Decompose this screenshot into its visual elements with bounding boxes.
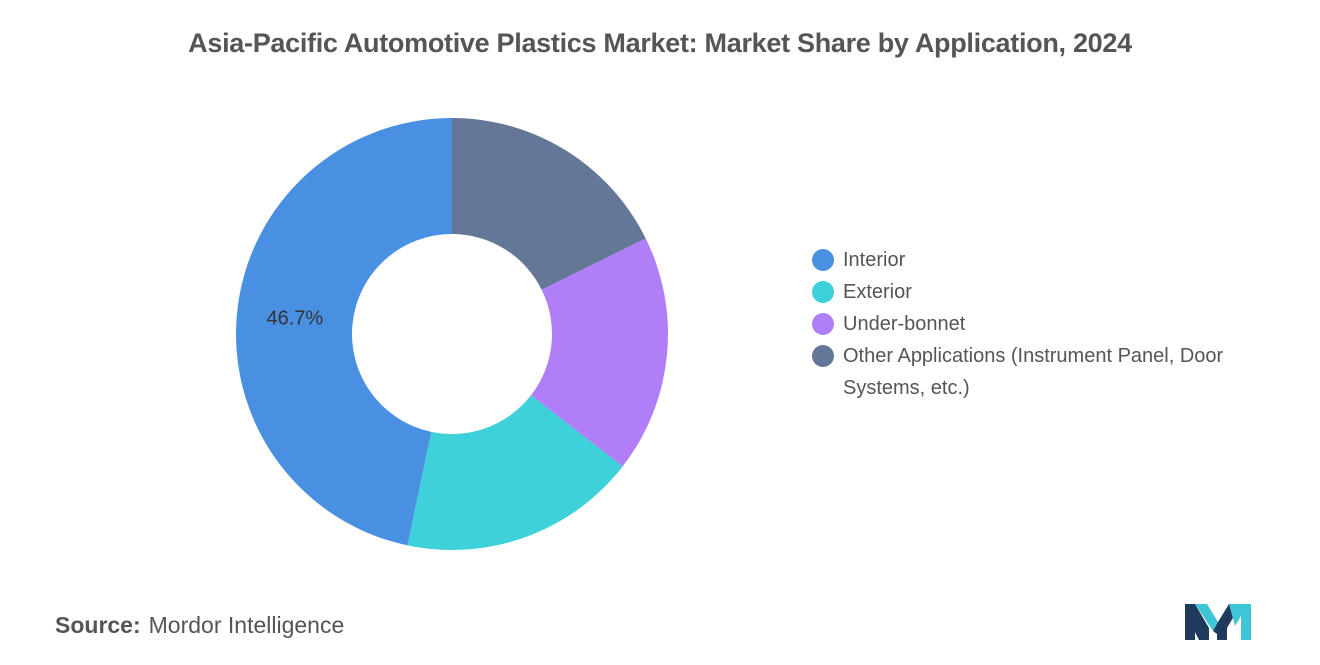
data-label-interior: 46.7% — [266, 308, 323, 330]
slice-interior — [236, 118, 452, 546]
legend-swatch — [812, 249, 834, 271]
slice-under-bonnet — [531, 238, 668, 467]
legend-label: Interior — [843, 249, 906, 271]
legend-swatch — [812, 281, 834, 303]
chart-legend: Interior Exterior Under-bonnet Other Applic… — [812, 244, 1252, 404]
legend-label: Under-bonnet — [843, 313, 966, 335]
legend-label: Other Applications (Instrument Panel, Do… — [843, 345, 1224, 399]
slice-other — [452, 118, 646, 290]
legend-item: Under-bonnet — [812, 308, 1252, 340]
legend-label: Exterior — [843, 281, 912, 303]
legend-item: Exterior — [812, 276, 1252, 308]
source-value: Mordor Intelligence — [148, 612, 345, 638]
legend-item: Other Applications (Instrument Panel, Do… — [812, 340, 1252, 404]
source-note: Source: Mordor Intelligence — [55, 612, 344, 639]
chart-title: Asia-Pacific Automotive Plastics Market:… — [188, 28, 1132, 58]
slice-exterior — [407, 395, 623, 550]
legend-item: Interior — [812, 244, 1252, 276]
mordor-intelligence-logo-icon — [1185, 604, 1251, 640]
legend-swatch — [812, 313, 834, 335]
source-label: Source: — [55, 612, 141, 638]
legend-swatch — [812, 345, 834, 367]
